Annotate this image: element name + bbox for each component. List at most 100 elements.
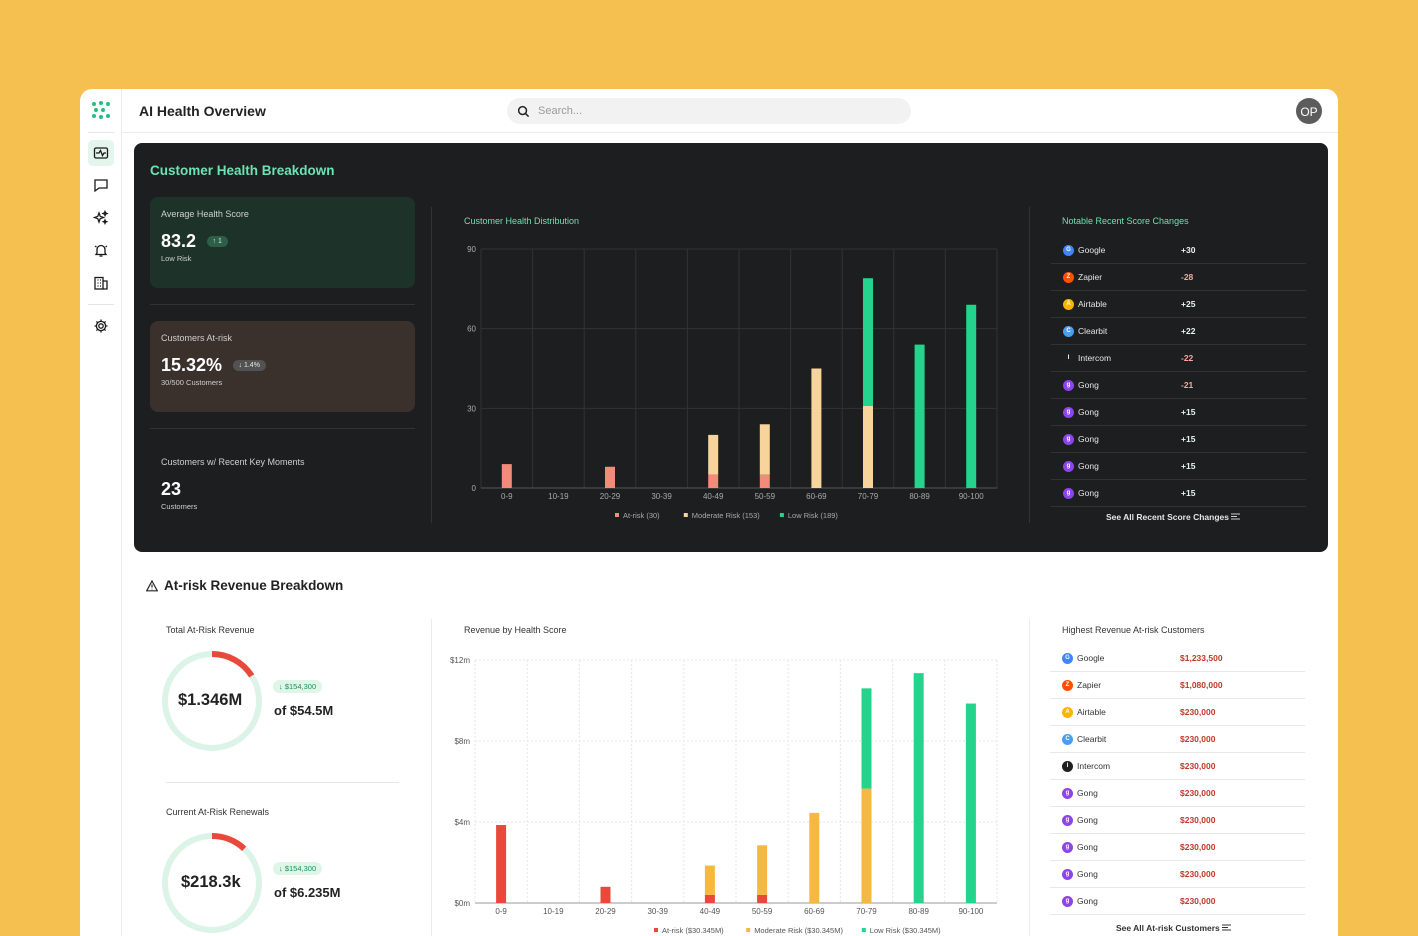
- top-bar: AI Health Overview OP: [122, 89, 1338, 133]
- divider: [150, 304, 415, 305]
- card-value: 83.2: [161, 231, 197, 251]
- x-tick-label: 70-79: [858, 492, 879, 501]
- legend-label: Moderate Risk (153): [692, 511, 760, 520]
- sidebar-item-messages[interactable]: [88, 172, 114, 198]
- sidebar-item-settings[interactable]: [88, 313, 114, 339]
- gong-logo-icon: g: [1063, 406, 1074, 418]
- change-row[interactable]: A Airtable +25: [1051, 291, 1306, 318]
- intercom-logo-icon: I: [1063, 352, 1074, 364]
- x-tick-label: 0-9: [501, 492, 513, 501]
- change-row[interactable]: I Intercom -22: [1051, 345, 1306, 372]
- score-delta: +15: [1181, 434, 1196, 444]
- x-tick-label: 20-29: [595, 907, 616, 916]
- x-tick-label: 70-79: [856, 907, 877, 916]
- at-risk-card[interactable]: Customers At-risk 15.32% ↓ 1.4% 30/500 C…: [150, 321, 415, 412]
- company-name: Gong: [1078, 380, 1099, 390]
- see-all-at-risk-link[interactable]: See All At-risk Customers: [1116, 923, 1232, 933]
- bar-40-49-at-risk: [704, 894, 715, 903]
- change-row[interactable]: G Google +30: [1051, 237, 1306, 264]
- card-sub: Customers: [161, 502, 198, 511]
- zapier-logo-icon: Z: [1062, 679, 1073, 691]
- sidebar-item-companies[interactable]: [88, 270, 114, 296]
- change-row[interactable]: C Clearbit +22: [1051, 318, 1306, 345]
- gong-logo-icon: g: [1063, 487, 1074, 499]
- change-row[interactable]: g Gong +15: [1051, 453, 1306, 480]
- see-all-score-changes-link[interactable]: See All Recent Score Changes: [1106, 512, 1241, 522]
- bar-70-79-low: [863, 278, 873, 406]
- bar-50-59-moderate: [759, 424, 770, 475]
- building-icon: [94, 276, 108, 290]
- x-tick-label: 0-9: [495, 907, 507, 916]
- divider: [166, 782, 399, 783]
- change-row[interactable]: g Gong -21: [1051, 372, 1306, 399]
- y-tick-label: $4m: [454, 818, 470, 827]
- x-tick-label: 50-59: [752, 907, 773, 916]
- average-health-card[interactable]: Average Health Score 83.2 ↑ 1 Low Risk: [150, 197, 415, 288]
- key-moments-card[interactable]: Customers w/ Recent Key Moments 23 Custo…: [150, 445, 415, 536]
- y-tick-label: $12m: [450, 656, 470, 665]
- logo-icon[interactable]: [92, 101, 110, 119]
- avatar[interactable]: OP: [1296, 98, 1322, 124]
- section-title-text: At-risk Revenue Breakdown: [164, 578, 344, 593]
- score-delta: -21: [1181, 380, 1194, 390]
- changes-title: Notable Recent Score Changes: [1062, 216, 1189, 226]
- customer-row[interactable]: G Google $1,233,500: [1050, 645, 1305, 672]
- customer-row[interactable]: I Intercom $230,000: [1050, 753, 1305, 780]
- legend-swatch: [654, 928, 658, 932]
- company-name: Gong: [1077, 869, 1098, 879]
- customer-row[interactable]: A Airtable $230,000: [1050, 699, 1305, 726]
- gong-logo-icon: g: [1062, 868, 1073, 880]
- bar-0-9-at-risk: [496, 825, 507, 903]
- revenue-amount: $230,000: [1180, 869, 1216, 879]
- bar-40-49-moderate: [704, 865, 715, 895]
- bar-20-29-at-risk: [600, 886, 611, 903]
- google-logo-icon: G: [1062, 652, 1073, 664]
- total-revenue-donut: [162, 651, 262, 751]
- change-badge: ↑ 1: [206, 236, 228, 247]
- donut-fill: [162, 651, 262, 751]
- customer-row[interactable]: C Clearbit $230,000: [1050, 726, 1305, 753]
- clearbit-logo-icon: C: [1062, 733, 1073, 745]
- of-total: of $54.5M: [274, 703, 334, 718]
- x-tick-label: 90-100: [958, 907, 983, 916]
- customer-row[interactable]: Z Zapier $1,080,000: [1050, 672, 1305, 699]
- gong-logo-icon: g: [1062, 814, 1073, 826]
- company-name: Gong: [1078, 407, 1099, 417]
- customer-row[interactable]: g Gong $230,000: [1050, 888, 1305, 915]
- company-name: Gong: [1077, 788, 1098, 798]
- customer-row[interactable]: g Gong $230,000: [1050, 834, 1305, 861]
- bar-70-79-low: [861, 688, 872, 789]
- airtable-logo-icon: A: [1062, 706, 1073, 718]
- section-title: Customer Health Breakdown: [150, 163, 335, 178]
- customer-row[interactable]: g Gong $230,000: [1050, 861, 1305, 888]
- change-row[interactable]: g Gong +15: [1051, 426, 1306, 453]
- search-bar[interactable]: [507, 98, 911, 124]
- clearbit-logo-icon: C: [1063, 325, 1074, 337]
- company-name: Intercom: [1078, 353, 1112, 363]
- revenue-amount: $230,000: [1180, 707, 1216, 717]
- sidebar-item-health[interactable]: [88, 140, 114, 166]
- x-tick-label: 40-49: [700, 907, 721, 916]
- gong-logo-icon: g: [1063, 460, 1074, 472]
- gong-logo-icon: g: [1062, 787, 1073, 799]
- customer-row[interactable]: g Gong $230,000: [1050, 780, 1305, 807]
- bar-80-89-low: [913, 673, 924, 903]
- x-tick-label: 30-39: [647, 907, 668, 916]
- health-icon: [93, 147, 109, 159]
- change-row[interactable]: g Gong +15: [1051, 480, 1306, 507]
- divider: [431, 619, 432, 936]
- company-name: Gong: [1077, 815, 1098, 825]
- warning-icon: [146, 579, 158, 591]
- link-label: See All At-risk Customers: [1116, 923, 1220, 933]
- change-row[interactable]: g Gong +15: [1051, 399, 1306, 426]
- score-delta: +30: [1181, 245, 1196, 255]
- customer-row[interactable]: g Gong $230,000: [1050, 807, 1305, 834]
- list-title: Highest Revenue At-risk Customers: [1062, 625, 1205, 635]
- company-name: Airtable: [1078, 299, 1107, 309]
- divider: [1029, 207, 1030, 523]
- sidebar-item-ai[interactable]: [88, 205, 114, 231]
- search-input[interactable]: [538, 105, 898, 117]
- change-row[interactable]: Z Zapier -28: [1051, 264, 1306, 291]
- sidebar-item-alerts[interactable]: [88, 237, 114, 263]
- card-label: Customers At-risk: [161, 333, 233, 343]
